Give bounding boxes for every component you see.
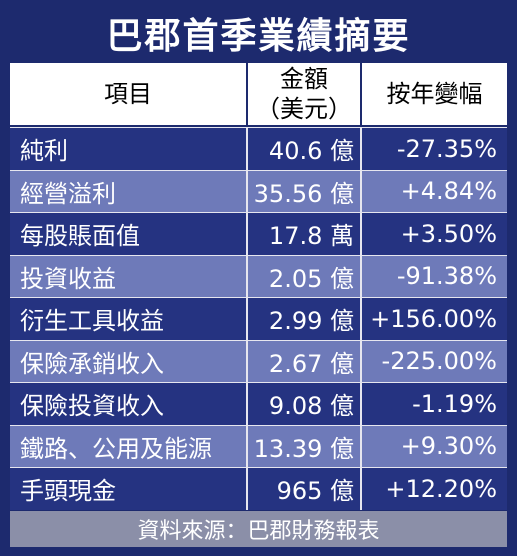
row-item: 手頭現金 — [10, 468, 248, 510]
table-row: 手頭現金 965 億 +12.20% — [10, 467, 507, 510]
header-amount-line2: （美元） — [256, 95, 352, 123]
row-amount: 2.67 億 — [248, 340, 362, 382]
header-yoy: 按年變幅 — [386, 80, 483, 108]
header-item: 項目 — [10, 63, 248, 125]
row-item: 鐵路、公用及能源 — [10, 425, 248, 467]
row-item: 投資收益 — [10, 255, 248, 297]
row-yoy: -27.35% — [396, 134, 497, 163]
row-item: 經營溢利 — [10, 170, 248, 212]
row-amount: 17.8 萬 — [248, 213, 362, 255]
row-item: 衍生工具收益 — [10, 298, 248, 340]
table-row: 經營溢利 35.56 億 +4.84% — [10, 169, 507, 212]
table-row: 衍生工具收益 2.99 億 +156.00% — [10, 297, 507, 340]
header-amount-line1: 金額 — [280, 65, 328, 93]
row-yoy: +156.00% — [370, 304, 497, 333]
row-amount: 965 億 — [248, 468, 362, 510]
table-row: 投資收益 2.05 億 -91.38% — [10, 254, 507, 297]
table-title: 巴郡首季業績摘要 — [106, 16, 411, 57]
row-yoy: +9.30% — [400, 432, 497, 461]
table-header: 項目 金額 （美元） 按年變幅 — [10, 63, 507, 125]
table-row: 每股賬面值 17.8 萬 +3.50% — [10, 212, 507, 255]
table-row: 鐵路、公用及能源 13.39 億 +9.30% — [10, 424, 507, 467]
row-amount: 13.39 億 — [248, 425, 362, 467]
row-yoy: -91.38% — [396, 262, 497, 291]
row-item: 純利 — [10, 128, 248, 170]
table-body: 純利 40.6 億 -27.35% 經營溢利 35.56 億 +4.84% 每股… — [10, 127, 507, 510]
table-row: 保險承銷收入 2.67 億 -225.00% — [10, 339, 507, 382]
row-amount: 2.99 億 — [248, 298, 362, 340]
table-row: 純利 40.6 億 -27.35% — [10, 127, 507, 170]
row-yoy: +12.20% — [385, 474, 497, 503]
row-item: 每股賬面值 — [10, 213, 248, 255]
row-yoy: -1.19% — [412, 389, 497, 418]
row-yoy: +3.50% — [400, 219, 497, 248]
source-footer: 資料來源：巴郡財務報表 — [10, 511, 507, 547]
header-amount: 金額 （美元） — [248, 63, 362, 125]
row-yoy: -225.00% — [381, 347, 497, 376]
row-item: 保險承銷收入 — [10, 340, 248, 382]
row-amount: 35.56 億 — [248, 170, 362, 212]
row-amount: 9.08 億 — [248, 383, 362, 425]
row-item: 保險投資收入 — [10, 383, 248, 425]
row-amount: 40.6 億 — [248, 128, 362, 170]
row-amount: 2.05 億 — [248, 255, 362, 297]
row-yoy: +4.84% — [400, 177, 497, 206]
table-row: 保險投資收入 9.08 億 -1.19% — [10, 382, 507, 425]
